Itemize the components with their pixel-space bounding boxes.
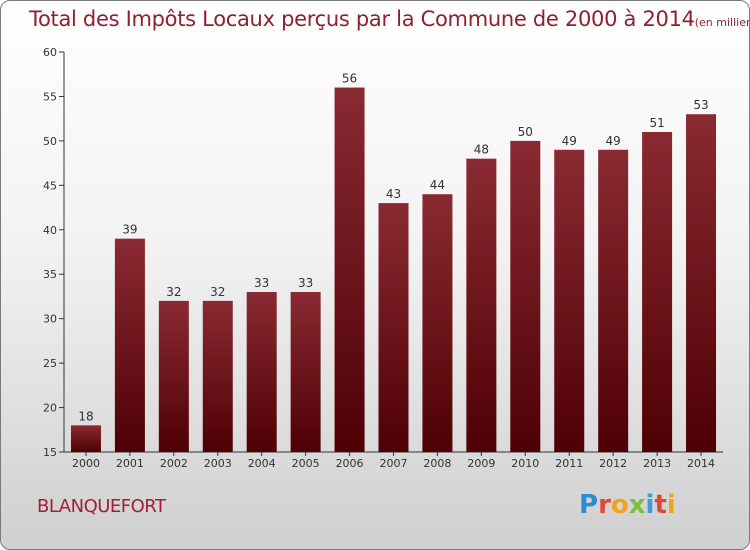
data-label: 33 [298,276,313,290]
x-tick-label: 2001 [116,457,144,470]
y-tick-label: 25 [43,357,57,370]
data-label: 53 [693,98,708,112]
logo-letter: t [654,490,667,520]
bar [114,238,145,452]
bar [466,158,497,452]
x-tick-label: 2012 [599,457,627,470]
x-tick-label: 2002 [160,457,188,470]
data-label: 39 [122,223,137,237]
bar [510,140,541,452]
bar [246,292,277,452]
commune-name: BLANQUEFORT [37,496,166,517]
logo-letter: i [666,490,676,520]
bar [290,292,321,452]
chart-title-text: Total des Impôts Locaux perçus par la Co… [29,7,695,31]
data-label: 43 [386,187,401,201]
x-tick-label: 2003 [204,457,232,470]
bar [70,425,101,452]
x-tick-label: 2004 [248,457,276,470]
data-label: 44 [430,178,445,192]
x-tick-label: 2010 [511,457,539,470]
y-tick-label: 50 [43,135,57,148]
x-tick-label: 2014 [687,457,715,470]
y-tick-label: 40 [43,224,57,237]
proxiti-logo: Proxiti [579,490,676,520]
y-tick-label: 30 [43,313,57,326]
y-tick-label: 60 [43,46,57,59]
data-label: 32 [210,285,225,299]
data-label: 50 [518,125,533,139]
data-label: 56 [342,72,357,86]
bar [378,203,409,452]
bar [598,149,629,452]
x-tick-label: 2006 [336,457,364,470]
data-label: 32 [166,285,181,299]
chart-title-unit: (en milliers d'€) [694,16,749,29]
data-label: 49 [562,134,577,148]
x-tick-label: 2000 [72,457,100,470]
bar [422,194,453,452]
bar [158,300,189,452]
bar [686,114,717,452]
data-label: 51 [649,116,664,130]
data-label: 33 [254,276,269,290]
bar [642,132,673,452]
bar [334,87,365,453]
data-label: 49 [606,134,621,148]
logo-letter: P [579,490,599,520]
x-tick-label: 2007 [380,457,408,470]
y-tick-label: 20 [43,402,57,415]
chart-title: Total des Impôts Locaux perçus par la Co… [29,7,749,31]
data-label: 18 [78,409,93,423]
data-label: 48 [474,143,489,157]
y-tick-label: 15 [43,446,57,459]
y-tick-label: 35 [43,268,57,281]
x-tick-label: 2008 [423,457,451,470]
x-tick-label: 2011 [555,457,583,470]
y-tick-label: 45 [43,179,57,192]
x-tick-label: 2005 [292,457,320,470]
x-tick-label: 2013 [643,457,671,470]
bar [554,149,585,452]
bar [202,300,233,452]
logo-letter: o [610,490,629,520]
logo-letter: r [598,490,611,520]
logo-letter: i [645,490,655,520]
x-tick-label: 2009 [467,457,495,470]
logo-letter: x [628,490,646,520]
y-tick-label: 55 [43,90,57,103]
